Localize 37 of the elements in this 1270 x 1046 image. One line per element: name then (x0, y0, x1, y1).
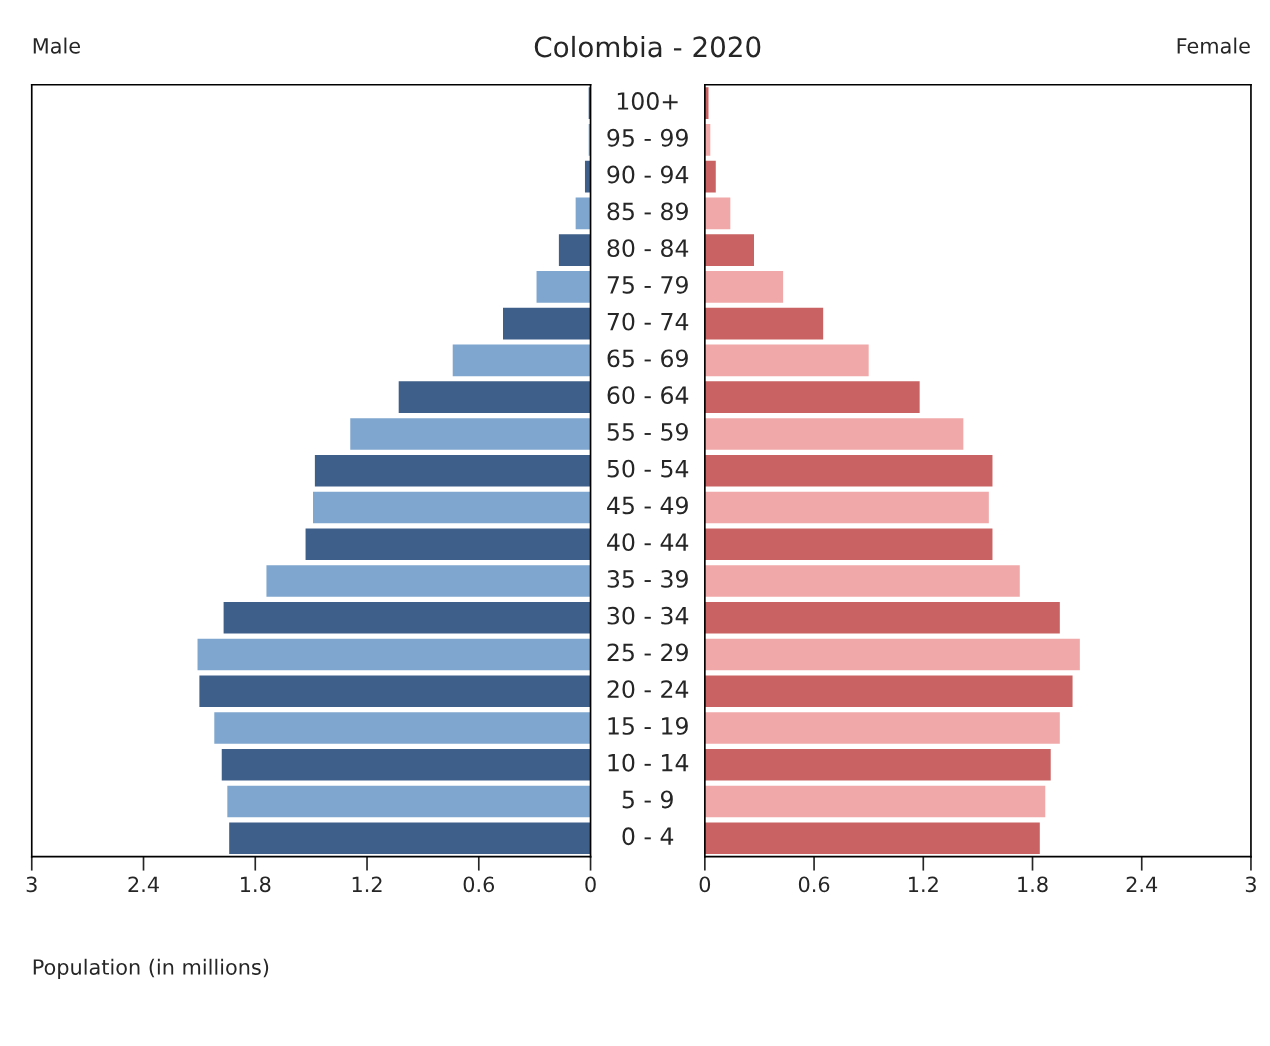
y-tick-label: 0 - 4 (622, 827, 674, 846)
y-tick-label: 90 - 94 (607, 165, 689, 184)
x-tick-label: 3 (1245, 876, 1256, 893)
y-tick-label: 75 - 79 (607, 275, 688, 294)
y-tick-label: 30 - 34 (607, 606, 689, 625)
y-tick-label: 10 - 14 (608, 753, 689, 772)
x-tick-label: 0.6 (463, 876, 495, 893)
x-tick-label: 2.4 (1126, 876, 1158, 892)
y-tick-label: 20 - 24 (607, 680, 689, 699)
x-tick-label: 1.8 (240, 876, 271, 893)
x-tick-label: 1.2 (352, 876, 382, 892)
y-tick-label: 65 - 69 (607, 349, 688, 368)
x-tick-label: 0.6 (798, 876, 830, 893)
y-tick-label: 95 - 99 (607, 128, 688, 147)
y-tick-label: 55 - 59 (607, 422, 688, 441)
y-tick-label: 40 - 44 (607, 533, 689, 552)
y-tick-label: 35 - 39 (607, 569, 688, 588)
x-tick-label: 2.4 (128, 876, 159, 892)
y-tick-label: 60 - 64 (607, 386, 689, 405)
y-tick-label: 15 - 19 (608, 717, 688, 735)
text: Male (33, 37, 80, 54)
x-tick-label: 0 (585, 876, 596, 893)
y-tick-label: 45 - 49 (607, 496, 688, 515)
x-tick-label: 3 (26, 876, 37, 893)
x-tick-label: 1.8 (1018, 876, 1048, 893)
y-tick-label: 50 - 54 (607, 459, 689, 478)
text: Colombia - 2020 (534, 35, 761, 58)
y-tick-label: 70 - 74 (607, 312, 689, 331)
y-tick-label: 25 - 29 (607, 643, 688, 662)
y-tick-label: 80 - 84 (607, 239, 689, 257)
y-tick-label: 5 - 9 (622, 790, 673, 809)
y-tick-label: 85 - 89 (607, 202, 688, 221)
x-tick-label: 1.2 (909, 876, 938, 892)
y-tick-label: 100+ (617, 92, 678, 110)
x-axis-title: Population (in millions) (33, 958, 269, 979)
x-tick-label: 0 (699, 876, 711, 893)
text: Female (1177, 37, 1250, 54)
